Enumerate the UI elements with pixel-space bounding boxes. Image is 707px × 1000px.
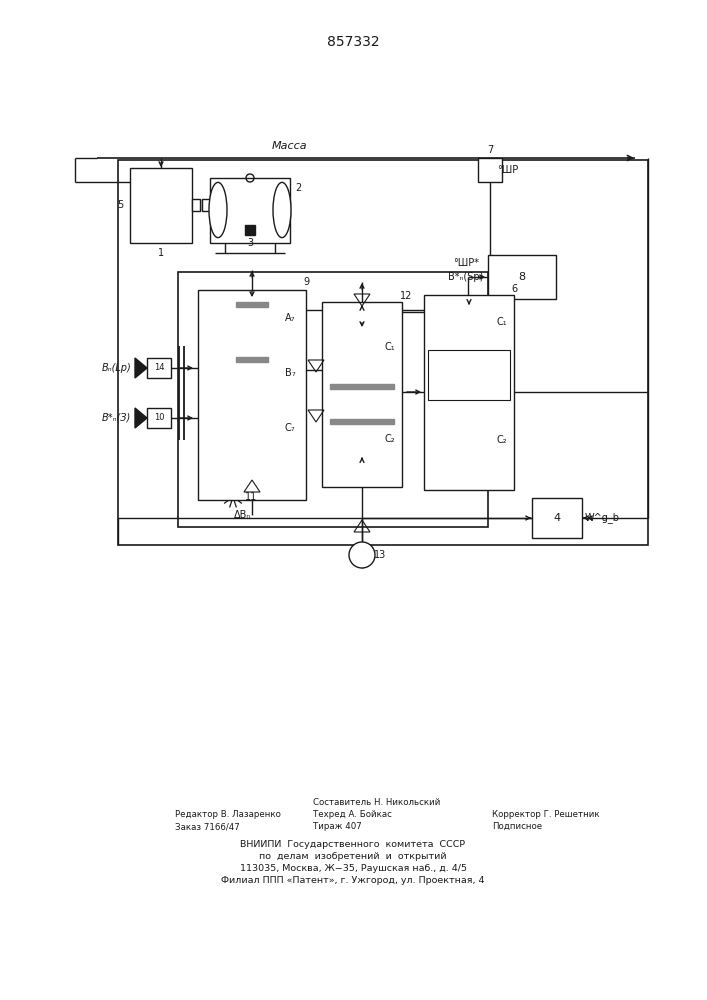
Bar — [532, 498, 582, 538]
Text: по  делам  изобретений  и  открытий: по делам изобретений и открытий — [259, 852, 447, 861]
Text: С₁: С₁ — [385, 342, 395, 352]
Text: W^g_b: W^g_b — [585, 513, 619, 523]
Bar — [330, 384, 394, 389]
Text: С₂: С₂ — [497, 435, 508, 445]
Polygon shape — [135, 408, 147, 428]
Bar — [178, 272, 488, 527]
Bar — [330, 419, 394, 424]
Text: Тираж 407: Тираж 407 — [313, 822, 362, 831]
Text: 8: 8 — [518, 272, 525, 282]
Bar — [192, 199, 200, 211]
Bar — [488, 255, 556, 299]
Bar — [118, 160, 648, 545]
Text: 857332: 857332 — [327, 35, 380, 49]
Bar — [202, 199, 210, 211]
Text: °ШР: °ШР — [498, 165, 519, 175]
Text: 12: 12 — [400, 291, 412, 301]
Text: °ШР*: °ШР* — [453, 258, 479, 268]
Bar — [198, 290, 306, 500]
Bar — [236, 357, 268, 362]
Text: Вₙ(Lр): Вₙ(Lр) — [102, 363, 132, 373]
Text: Составитель Н. Никольский: Составитель Н. Никольский — [313, 798, 440, 807]
Bar — [130, 168, 192, 243]
Text: 1: 1 — [158, 248, 164, 258]
Text: 5: 5 — [117, 200, 123, 210]
Polygon shape — [135, 358, 147, 378]
Text: С₁: С₁ — [497, 317, 508, 327]
Text: 2: 2 — [295, 183, 301, 193]
Text: В*ₙ(З): В*ₙ(З) — [102, 413, 132, 423]
Text: Техред А. Бойкас: Техред А. Бойкас — [313, 810, 392, 819]
Text: Заказ 7166/47: Заказ 7166/47 — [175, 822, 240, 831]
Bar — [478, 158, 502, 182]
Text: 13: 13 — [374, 550, 386, 560]
Text: 4: 4 — [554, 513, 561, 523]
Text: В₇: В₇ — [285, 368, 296, 378]
Text: ВНИИПИ  Государственного  комитета  СССР: ВНИИПИ Государственного комитета СССР — [240, 840, 466, 849]
Text: 113035, Москва, Ж−35, Раушская наб., д. 4/5: 113035, Москва, Ж−35, Раушская наб., д. … — [240, 864, 467, 873]
Text: В*ₙ(Sр): В*ₙ(Sр) — [448, 272, 484, 282]
Text: Корректор Г. Решетник: Корректор Г. Решетник — [492, 810, 600, 819]
Text: В₀: В₀ — [464, 378, 474, 388]
Bar — [424, 295, 514, 490]
Bar — [322, 302, 402, 487]
Text: 6: 6 — [511, 284, 517, 294]
Text: 10: 10 — [153, 414, 164, 422]
Bar — [147, 358, 171, 378]
Text: ΔВₙ: ΔВₙ — [235, 510, 252, 520]
Bar — [147, 408, 171, 428]
Bar — [245, 225, 255, 235]
Text: 7: 7 — [487, 145, 493, 155]
Bar — [210, 178, 290, 243]
Text: 3: 3 — [247, 238, 253, 248]
Circle shape — [349, 542, 375, 568]
Text: Филиал ППП «Патент», г. Ужгород, ул. Проектная, 4: Филиал ППП «Патент», г. Ужгород, ул. Про… — [221, 876, 485, 885]
Text: С₇: С₇ — [285, 423, 296, 433]
Ellipse shape — [209, 182, 227, 238]
Text: Редактор В. Лазаренко: Редактор В. Лазаренко — [175, 810, 281, 819]
Text: 11: 11 — [245, 492, 257, 502]
Text: 14: 14 — [153, 363, 164, 372]
Bar — [428, 350, 510, 400]
Text: А₇: А₇ — [285, 313, 296, 323]
Text: Масса: Масса — [272, 141, 308, 151]
Ellipse shape — [273, 182, 291, 238]
Text: 9: 9 — [303, 277, 309, 287]
Bar — [236, 302, 268, 307]
Text: С₂: С₂ — [385, 434, 395, 444]
Text: Подписное: Подписное — [492, 822, 542, 831]
